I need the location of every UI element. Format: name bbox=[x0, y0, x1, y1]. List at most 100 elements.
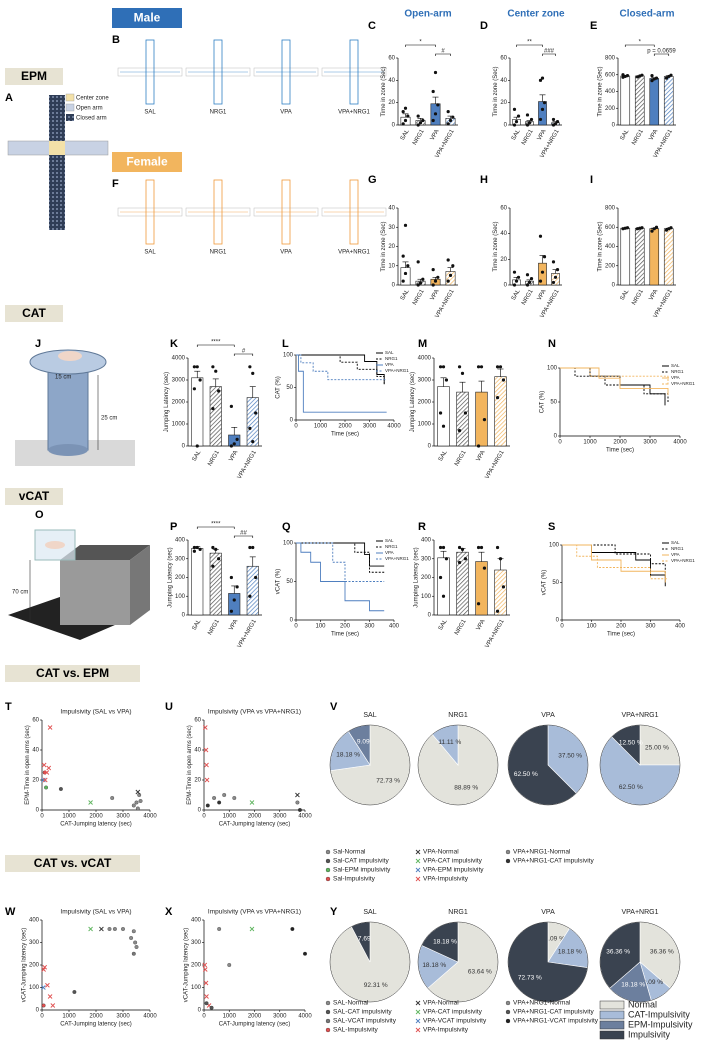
pie-label: 9.09 bbox=[357, 739, 370, 746]
x-tick-label: VPA bbox=[228, 450, 239, 463]
data-point bbox=[403, 106, 408, 110]
data-point bbox=[542, 255, 547, 259]
data-point bbox=[514, 279, 519, 283]
scatter-point bbox=[134, 945, 139, 949]
data-point bbox=[538, 279, 543, 283]
y-tick-label: 2000 bbox=[172, 400, 186, 406]
legend-marker bbox=[415, 867, 421, 873]
vcat-illustration: 70 cm bbox=[8, 529, 150, 640]
scatter-point bbox=[129, 936, 134, 940]
legend-label: Sal-Normal bbox=[333, 849, 366, 856]
scatter-point bbox=[41, 762, 47, 768]
x-tick-label: NRG1 bbox=[521, 288, 535, 306]
trace-arm bbox=[253, 207, 319, 217]
panel-label: H bbox=[480, 174, 488, 186]
data-point bbox=[229, 575, 233, 580]
x-tick-label: SAL bbox=[438, 618, 449, 631]
scatter-point bbox=[131, 929, 136, 934]
platform bbox=[29, 349, 107, 375]
data-point bbox=[448, 273, 453, 277]
chart-title: Center zone bbox=[507, 9, 565, 20]
mouse bbox=[58, 351, 82, 361]
data-point bbox=[446, 110, 450, 114]
data-point bbox=[463, 411, 468, 415]
x-tick-label: 1000 bbox=[583, 440, 597, 446]
y-axis-label: Time in zone (Sec) bbox=[493, 221, 499, 271]
x-tick-label: VPA bbox=[476, 619, 487, 632]
data-point bbox=[401, 254, 405, 258]
x-tick-label: NRG1 bbox=[521, 128, 535, 146]
x-tick-label: 2000 bbox=[613, 440, 627, 446]
data-point bbox=[555, 268, 560, 272]
x-tick-label: 300 bbox=[645, 624, 656, 630]
scatter-point bbox=[131, 951, 136, 956]
scatter-point bbox=[41, 967, 46, 972]
legend-label: VPA+NRG1 bbox=[385, 556, 409, 561]
data-point bbox=[416, 260, 420, 264]
legend-label: NRG1 bbox=[385, 544, 398, 549]
legend-label: EPM-Impulsivity bbox=[628, 1019, 693, 1029]
closed-arm bbox=[49, 95, 65, 230]
scatter-point bbox=[45, 982, 50, 988]
y-axis-label: CAT (%) bbox=[539, 391, 545, 413]
scatter-point bbox=[209, 1005, 214, 1010]
data-point bbox=[211, 564, 215, 568]
x-axis-label: Time (sec) bbox=[331, 432, 359, 438]
data-point bbox=[418, 121, 423, 125]
legend-marker bbox=[325, 1000, 331, 1006]
y-axis-label: EPM-Time in open arms (sec) bbox=[25, 725, 31, 804]
data-point bbox=[664, 76, 669, 80]
bar bbox=[191, 548, 204, 616]
panel-label: P bbox=[170, 521, 177, 533]
x-tick-label: 4000 bbox=[673, 440, 687, 446]
scatter-point bbox=[88, 800, 93, 805]
y-tick-label: 200 bbox=[29, 963, 40, 969]
data-point bbox=[553, 275, 558, 279]
data-point bbox=[441, 365, 446, 369]
data-point bbox=[421, 118, 425, 123]
data-point bbox=[248, 594, 252, 598]
traces: SAL NRG1 VPA VPA+NRG1 SAL NRG1 VPA VPA+NRG1 bbox=[117, 39, 387, 256]
legend-marker bbox=[325, 876, 331, 882]
legend-label: NRG1 bbox=[385, 356, 398, 361]
data-point bbox=[551, 117, 556, 122]
data-point bbox=[476, 365, 481, 369]
data-point bbox=[542, 101, 547, 105]
data-point bbox=[451, 115, 455, 119]
legend-label: Sal-EPM impulsivity bbox=[333, 867, 391, 874]
data-point bbox=[540, 76, 545, 80]
y-axis-label: EPM-Time in open arms (sec) bbox=[187, 725, 193, 804]
legend-marker bbox=[325, 1027, 331, 1033]
y-tick-label: 0 bbox=[556, 618, 560, 624]
data-point bbox=[460, 371, 465, 375]
x-tick-label: VPA+NRG1 bbox=[485, 618, 506, 649]
data-point bbox=[654, 225, 659, 229]
data-point bbox=[516, 114, 521, 118]
legend-marker bbox=[415, 858, 421, 864]
legend-label: VPA+NRG1-CAT impulsivity bbox=[513, 858, 594, 865]
pie-label: 9.09 % bbox=[643, 979, 663, 986]
data-point bbox=[512, 270, 517, 274]
pie-label: 7.69 bbox=[358, 935, 371, 942]
scatter-point bbox=[204, 1001, 209, 1006]
x-tick-label: SAL bbox=[191, 449, 202, 462]
scatter-point bbox=[217, 927, 222, 931]
x-tick-label: 0 bbox=[202, 814, 206, 820]
y-tick-label: 40 bbox=[32, 748, 39, 754]
data-point bbox=[444, 378, 449, 382]
legend-marker bbox=[415, 876, 421, 882]
scatter-point bbox=[202, 962, 208, 968]
x-tick-label: 2000 bbox=[89, 814, 103, 820]
data-point bbox=[516, 275, 521, 279]
trace-arm bbox=[117, 207, 183, 217]
x-axis-label: CAT-Jumping latency (sec) bbox=[60, 1022, 132, 1028]
data-point bbox=[640, 73, 644, 77]
panel-label: R bbox=[418, 521, 426, 533]
female-banner bbox=[112, 152, 182, 172]
y-tick-label: 20 bbox=[32, 778, 39, 784]
data-point bbox=[448, 118, 453, 123]
legend-label: NRG1 bbox=[671, 369, 684, 374]
data-point bbox=[433, 279, 438, 283]
x-tick-label: SAL bbox=[400, 128, 411, 141]
survival-line bbox=[560, 367, 669, 402]
